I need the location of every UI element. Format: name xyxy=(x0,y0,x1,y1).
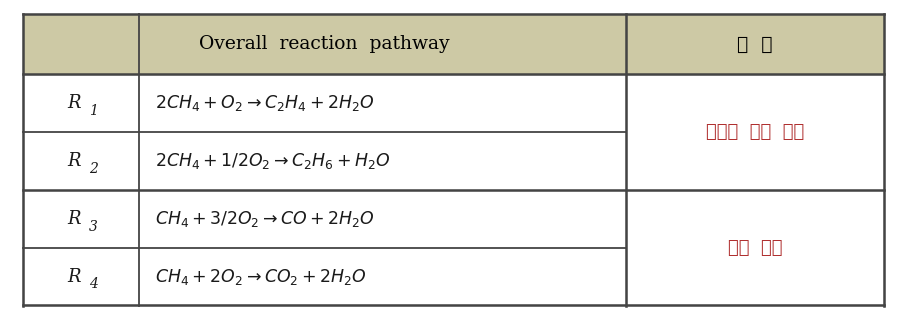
Text: R: R xyxy=(67,152,81,170)
Bar xyxy=(23,74,884,132)
Text: 1: 1 xyxy=(89,104,98,118)
Text: $CH_{4} + 2O_{2} \rightarrow  CO_{2} + 2H_{2}O$: $CH_{4} + 2O_{2} \rightarrow CO_{2} + 2H… xyxy=(155,266,367,287)
Bar xyxy=(23,190,884,248)
Text: 비균일  축매  반응: 비균일 축매 반응 xyxy=(706,123,805,141)
Text: R: R xyxy=(67,94,81,112)
Text: Overall  reaction  pathway: Overall reaction pathway xyxy=(199,35,450,53)
Bar xyxy=(23,248,884,306)
Bar xyxy=(23,132,884,190)
Text: R: R xyxy=(67,267,81,285)
Text: R: R xyxy=(67,210,81,228)
Text: 3: 3 xyxy=(89,220,98,233)
Text: $CH_{4} + 3/2O_{2} \rightarrow  CO + 2H_{2}O$: $CH_{4} + 3/2O_{2} \rightarrow CO + 2H_{… xyxy=(155,209,375,229)
Text: $2CH_{4} + O_{2} \rightarrow  C_{2}H_{4} + 2H_{2}O$: $2CH_{4} + O_{2} \rightarrow C_{2}H_{4} … xyxy=(155,93,375,113)
Text: $2CH_{4} + 1/2O_{2} \rightarrow  C_{2}H_{6} + H_{2}O$: $2CH_{4} + 1/2O_{2} \rightarrow C_{2}H_{… xyxy=(155,151,391,171)
Text: 비  고: 비 고 xyxy=(737,35,773,54)
Text: 4: 4 xyxy=(89,278,98,291)
Bar xyxy=(23,14,884,74)
Text: 기상  반응: 기상 반응 xyxy=(727,238,783,257)
Text: 2: 2 xyxy=(89,162,98,176)
